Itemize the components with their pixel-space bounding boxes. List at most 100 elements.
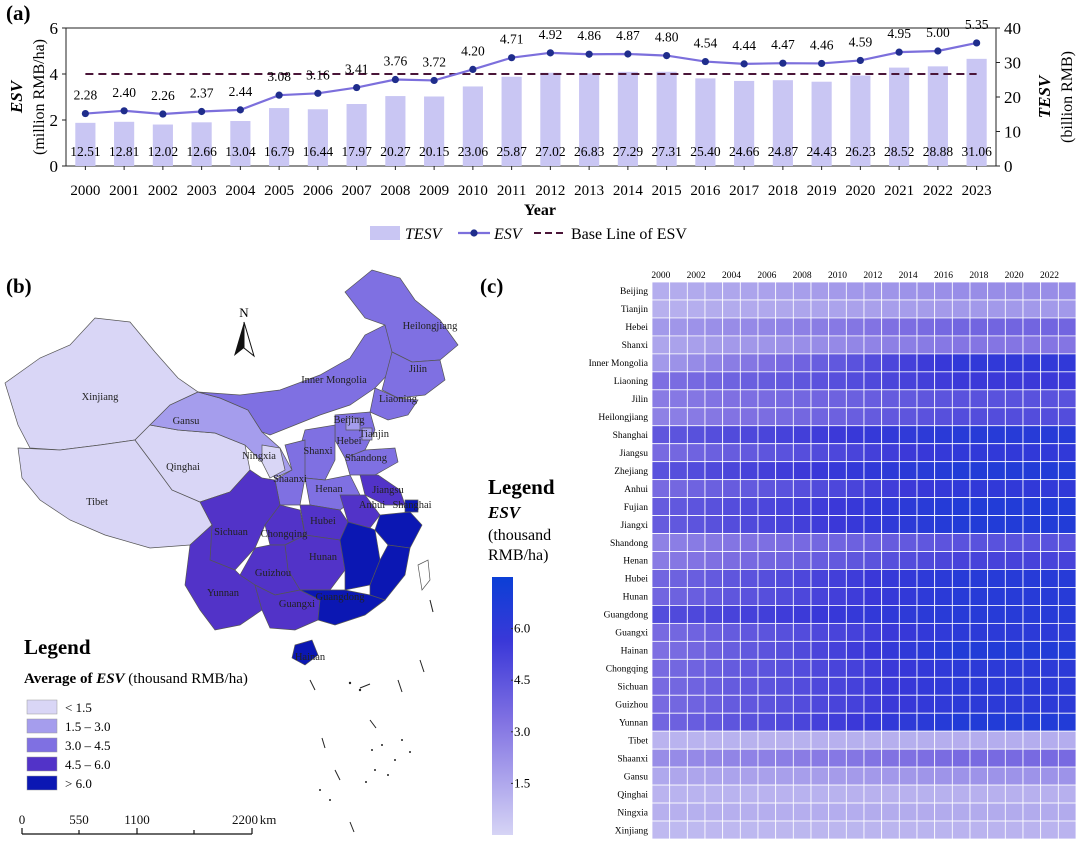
left-axis-label: ESV xyxy=(7,79,26,114)
label-hainan: Hainan xyxy=(295,652,326,663)
heat-cell-shanghai-6 xyxy=(757,425,777,445)
label-jiangsu: Jiangsu xyxy=(372,485,404,496)
heat-cell-chongqing-8 xyxy=(792,658,812,678)
heat-cell-anhui-16 xyxy=(934,479,953,499)
heat-cell-henan-14 xyxy=(898,551,918,570)
heat-cell-hainan-1 xyxy=(669,640,688,660)
heat-cell-shaanxi-6 xyxy=(757,748,777,768)
heat-cell-sichuan-21 xyxy=(1022,676,1042,696)
heat-cell-hubei-6 xyxy=(757,569,777,588)
heat-cell-guangdong-14 xyxy=(898,605,918,624)
heat-cell-shanghai-12 xyxy=(863,425,883,445)
scale-tick-2200: 2200 xyxy=(232,812,258,827)
heat-cell-shaanxi-16 xyxy=(934,748,953,768)
heat-cell-liaoning-4 xyxy=(722,371,741,391)
x-tick-2002: 2002 xyxy=(148,183,178,199)
esv-point-2003 xyxy=(198,107,206,116)
heat-row-label-gansu: Gansu xyxy=(624,772,649,782)
heat-cell-inner-mongolia-14 xyxy=(898,353,918,373)
heat-cell-hebei-10 xyxy=(828,317,847,337)
heat-cell-fujian-7 xyxy=(775,497,794,516)
heat-cell-shanxi-9 xyxy=(810,335,830,355)
heat-cell-shandong-10 xyxy=(828,533,847,552)
heat-cell-liaoning-7 xyxy=(775,371,794,391)
heat-row-label-sichuan: Sichuan xyxy=(617,683,648,693)
heat-cell-shaanxi-13 xyxy=(881,748,900,768)
heat-cell-hunan-0 xyxy=(651,587,671,606)
heat-cell-jilin-2 xyxy=(686,389,706,409)
heat-cell-jilin-0 xyxy=(651,389,671,409)
heat-cell-jilin-14 xyxy=(898,389,918,409)
heat-cell-xinjiang-15 xyxy=(916,820,936,840)
heat-cell-gansu-0 xyxy=(651,766,671,786)
heat-cell-hunan-23 xyxy=(1057,587,1077,606)
tesv-bar-label-2010: 23.06 xyxy=(458,144,489,159)
tesv-bar-label-2014: 27.29 xyxy=(613,144,644,159)
heat-cell-xinjiang-5 xyxy=(739,820,759,840)
tesv-bar-label-2006: 16.44 xyxy=(303,144,334,159)
heat-cell-qinghai-20 xyxy=(1004,784,1024,804)
heat-cell-guangxi-0 xyxy=(651,622,671,642)
right-axis-label-var: TESV xyxy=(1035,74,1054,118)
heat-cell-sichuan-23 xyxy=(1057,676,1077,696)
map-legend-swatch-2 xyxy=(26,737,58,753)
heat-cell-yunnan-3 xyxy=(704,712,724,732)
esv-point-2013 xyxy=(585,50,593,58)
heat-cell-tibet-20 xyxy=(1004,730,1024,750)
heat-cell-chongqing-6 xyxy=(757,658,777,678)
right-axis-label-unit: (billion RMB) xyxy=(1059,51,1076,143)
heat-cell-hubei-17 xyxy=(951,569,971,588)
heat-cell-anhui-19 xyxy=(987,479,1006,499)
heat-cell-liaoning-22 xyxy=(1040,371,1059,391)
heat-cell-hubei-12 xyxy=(863,569,883,588)
heat-cell-hebei-4 xyxy=(722,317,741,337)
heat-cell-chongqing-21 xyxy=(1022,658,1042,678)
heat-col-label-2000: 2000 xyxy=(651,271,670,281)
heatmap-column-labels: 2000 2002 2004 2006 2008 2010 2012 2014 2016 2018… xyxy=(651,271,1059,281)
esv-point-2006 xyxy=(314,89,322,97)
heat-cell-sichuan-6 xyxy=(757,676,777,696)
heat-cell-heilongjiang-2 xyxy=(686,407,706,427)
heat-cell-xinjiang-23 xyxy=(1057,820,1077,840)
colorbar-unit-2: RMB/ha) xyxy=(488,547,548,564)
heat-cell-ningxia-4 xyxy=(722,802,741,822)
heat-cell-fujian-18 xyxy=(969,497,989,516)
heat-cell-jilin-6 xyxy=(757,389,777,409)
x-tick-2003: 2003 xyxy=(187,183,217,199)
heat-cell-fujian-8 xyxy=(792,497,812,516)
esv-point-label-2017: 4.44 xyxy=(732,38,756,53)
heat-cell-hainan-11 xyxy=(845,640,865,660)
heat-row-label-heilongjiang: Heilongjiang xyxy=(598,413,648,423)
heat-cell-qinghai-10 xyxy=(828,784,847,804)
heat-cell-hunan-21 xyxy=(1022,587,1042,606)
heat-cell-anhui-18 xyxy=(969,479,989,499)
heat-cell-jiangsu-18 xyxy=(969,443,989,463)
heat-cell-beijing-2 xyxy=(686,281,706,301)
heat-cell-qinghai-3 xyxy=(704,784,724,804)
heat-cell-heilongjiang-6 xyxy=(757,407,777,427)
heat-cell-guangdong-10 xyxy=(828,605,847,624)
heat-cell-gansu-9 xyxy=(810,766,830,786)
heat-cell-fujian-11 xyxy=(845,497,865,516)
heat-cell-qinghai-7 xyxy=(775,784,794,804)
heat-cell-jiangsu-1 xyxy=(669,443,688,463)
tesv-bar-label-2022: 28.88 xyxy=(923,144,954,159)
heat-cell-shanghai-1 xyxy=(669,425,688,445)
heat-cell-hubei-14 xyxy=(898,569,918,588)
heat-cell-guangxi-9 xyxy=(810,622,830,642)
heat-cell-inner-mongolia-4 xyxy=(722,353,741,373)
colorbar-tick-4.5: 4.5 xyxy=(514,672,530,687)
heat-cell-chongqing-19 xyxy=(987,658,1006,678)
label-ningxia: Ningxia xyxy=(242,451,276,462)
heat-cell-jiangxi-23 xyxy=(1057,515,1077,534)
heat-cell-shanxi-1 xyxy=(669,335,688,355)
heat-cell-beijing-15 xyxy=(916,281,936,301)
heat-cell-guizhou-11 xyxy=(845,694,865,714)
heat-cell-qinghai-12 xyxy=(863,784,883,804)
heat-cell-ningxia-12 xyxy=(863,802,883,822)
heat-cell-tibet-8 xyxy=(792,730,812,750)
heat-row-label-chongqing: Chongqing xyxy=(606,665,648,675)
heat-cell-beijing-22 xyxy=(1040,281,1059,301)
heat-cell-hainan-8 xyxy=(792,640,812,660)
heat-cell-jiangxi-7 xyxy=(775,515,794,534)
